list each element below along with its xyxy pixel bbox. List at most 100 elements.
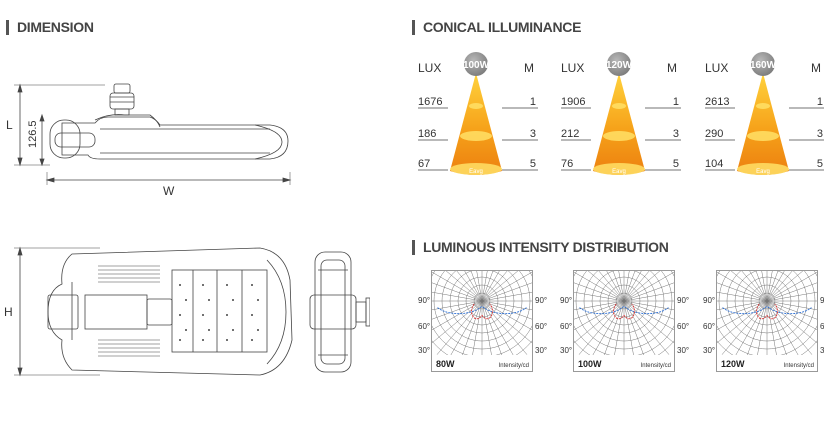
cone-ring (747, 131, 779, 141)
lux-value: 290 (705, 128, 723, 140)
curve-c0-c180 (437, 305, 527, 315)
illuminance-block: 160W LUX M 2613 1 290 3 104 5 Eavg (705, 51, 824, 175)
polar-chart: 100W Intensity/cd (554, 231, 694, 372)
angle-label-60: 60° (677, 322, 690, 331)
m-header: M (667, 61, 677, 75)
cone-ring (460, 131, 492, 141)
dim-h-label: H (4, 305, 13, 319)
section-bar (412, 239, 415, 255)
section-bar (412, 19, 415, 35)
cone-ring (593, 163, 645, 175)
cone-ring (469, 103, 483, 109)
m-value: 3 (530, 128, 536, 140)
section-title-text: LUMINOUS INTENSITY DISTRIBUTION (423, 239, 669, 255)
angle-label-30: 30° (535, 346, 548, 355)
section-title-distribution: LUMINOUS INTENSITY DISTRIBUTION (412, 239, 669, 255)
lux-value: 1676 (418, 96, 442, 108)
intensity-unit-label: Intensity/cd (641, 363, 671, 369)
cone-diagram: 100W LUX M 1676 1 186 3 67 5 Eavg (418, 52, 538, 175)
light-cone (450, 73, 502, 175)
cone-ring (450, 163, 502, 175)
illuminance-block: 100W LUX M 1676 1 186 3 67 5 Eavg (418, 51, 541, 175)
polar-chart: 120W Intensity/cd (697, 231, 824, 372)
lux-value: 76 (561, 158, 573, 170)
angle-label-90: 90° (703, 296, 716, 305)
m-value: 3 (673, 128, 679, 140)
m-value: 1 (817, 96, 823, 108)
section-title-dimension: DIMENSION (6, 19, 94, 35)
m-header: M (524, 61, 534, 75)
angle-label-90: 90° (535, 296, 548, 305)
power-badge-label: 100W (463, 60, 490, 71)
angle-label-30: 30° (418, 346, 431, 355)
curve-c90-c270 (471, 303, 493, 320)
angle-label-90: 90° (677, 296, 690, 305)
side-view-drawing: L 126.5 W (6, 83, 292, 198)
angle-label-90: 90° (418, 296, 431, 305)
angle-label-30: 30° (677, 346, 690, 355)
intensity-unit-label: Intensity/cd (499, 363, 529, 369)
angle-label-60: 60° (535, 322, 548, 331)
intensity-unit-label: Intensity/cd (784, 363, 814, 369)
power-badge (464, 52, 488, 76)
dim-height-value: 126.5 (27, 120, 39, 148)
light-cone (593, 73, 645, 175)
section-title-text: CONICAL ILLUMINANCE (423, 19, 582, 35)
m-value: 5 (530, 158, 536, 170)
dim-w-label: W (163, 184, 175, 198)
section-title-text: DIMENSION (17, 19, 94, 35)
m-value: 5 (817, 158, 823, 170)
chart-power-label: 120W (721, 359, 745, 369)
m-value: 1 (530, 96, 536, 108)
chart-footer (717, 355, 817, 371)
lux-value: 67 (418, 158, 430, 170)
angle-label-60: 60° (560, 322, 573, 331)
m-value: 3 (817, 128, 823, 140)
lux-value: 212 (561, 128, 579, 140)
curve-c90-c270 (756, 303, 778, 320)
polar-chart: 80W Intensity/cd (412, 231, 552, 372)
section-bar (6, 19, 9, 35)
eavg-label: Eavg (612, 169, 626, 175)
section-title-illuminance: CONICAL ILLUMINANCE (412, 19, 581, 35)
top-view-drawing: H (4, 246, 370, 377)
angle-label-30: 30° (820, 346, 824, 355)
power-badge (607, 52, 631, 76)
lux-value: 2613 (705, 96, 729, 108)
curve-c0-c180 (722, 305, 812, 315)
illuminance-block: 120W LUX M 1906 1 212 3 76 5 Eavg (561, 51, 684, 175)
angle-label-30: 30° (560, 346, 573, 355)
power-badge-label: 160W (750, 60, 777, 71)
angle-label-60: 60° (703, 322, 716, 331)
power-badge (751, 52, 775, 76)
cone-diagram: 120W LUX M 1906 1 212 3 76 5 Eavg (561, 52, 681, 175)
lux-header: LUX (561, 61, 584, 75)
angle-label-60: 60° (820, 322, 824, 331)
cone-diagram: 160W LUX M 2613 1 290 3 104 5 Eavg (705, 52, 824, 175)
m-header: M (811, 61, 821, 75)
polar-grid (697, 231, 824, 371)
cone-ring (603, 131, 635, 141)
power-badge-label: 120W (606, 60, 633, 71)
chart-footer (574, 355, 674, 371)
dim-l-label: L (6, 118, 13, 132)
lux-value: 186 (418, 128, 436, 140)
m-value: 5 (673, 158, 679, 170)
lux-value: 104 (705, 158, 723, 170)
chart-power-label: 100W (578, 359, 602, 369)
cone-ring (737, 163, 789, 175)
angle-label-90: 90° (560, 296, 573, 305)
angle-label-90: 90° (820, 296, 824, 305)
cone-ring (612, 103, 626, 109)
chart-footer (432, 355, 532, 371)
lux-header: LUX (418, 61, 441, 75)
lux-header: LUX (705, 61, 728, 75)
eavg-label: Eavg (756, 169, 770, 175)
eavg-label: Eavg (469, 169, 483, 175)
m-value: 1 (673, 96, 679, 108)
curve-c0-c180 (579, 305, 669, 315)
light-cone (737, 73, 789, 175)
cone-ring (756, 103, 770, 109)
angle-label-30: 30° (703, 346, 716, 355)
chart-power-label: 80W (436, 359, 455, 369)
